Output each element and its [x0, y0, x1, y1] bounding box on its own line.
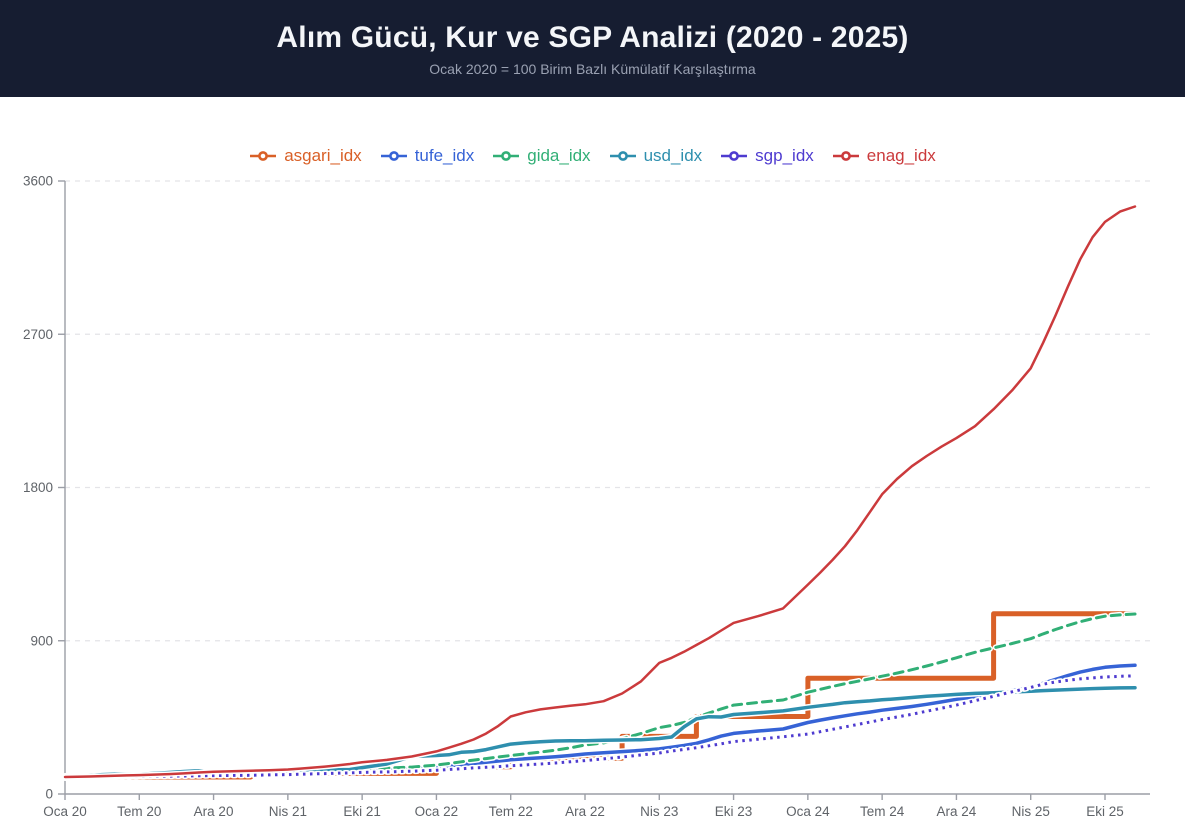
- legend-item-enag_idx[interactable]: enag_idx: [832, 146, 936, 166]
- legend-item-gida_idx[interactable]: gida_idx: [492, 146, 591, 166]
- legend-marker-enag_idx: [832, 151, 859, 161]
- x-axis-label: Eki 23: [715, 804, 753, 819]
- series-group: [61, 203, 1139, 781]
- series-halo-sgp_idx: [62, 672, 1138, 780]
- legend-marker-usd_idx: [609, 151, 636, 161]
- axes: 0 900 1800 2700 3600 Oca 20 Tem 20 Ara 20 Nis 21…: [23, 174, 1150, 819]
- legend-marker-gida_idx: [493, 151, 520, 161]
- chart-svg: 0 900 1800 2700 3600 Oca 20 Tem 20 Ara 20 Nis 21…: [23, 174, 1150, 819]
- legend-label-usd_idx: usd_idx: [643, 146, 703, 165]
- legend-label-enag_idx: enag_idx: [866, 146, 936, 165]
- x-axis-label: Oca 24: [786, 804, 830, 819]
- series-line-enag_idx: [63, 205, 1137, 779]
- legend-item-tufe_idx[interactable]: tufe_idx: [380, 146, 475, 166]
- x-axis-label: Ara 22: [565, 804, 605, 819]
- page-title: Alım Gücü, Kur ve SGP Analizi (2020 - 20…: [276, 20, 909, 54]
- legend-item-asgari_idx[interactable]: asgari_idx: [249, 146, 362, 166]
- legend-marker-sgp_idx: [721, 151, 748, 161]
- x-axis-label: Eki 21: [343, 804, 381, 819]
- legend-label-gida_idx: gida_idx: [527, 146, 591, 165]
- x-axis-label: Tem 22: [489, 804, 533, 819]
- legend-label-asgari_idx: asgari_idx: [284, 146, 362, 165]
- legend-item-sgp_idx[interactable]: sgp_idx: [720, 146, 814, 166]
- y-axis-label: 900: [30, 633, 53, 648]
- chart-legend: asgari_idx tufe_idx gida_idx usd_idx sgp_idx…: [0, 146, 1185, 166]
- x-axis-label: Eki 25: [1086, 804, 1124, 819]
- legend-item-usd_idx[interactable]: usd_idx: [609, 146, 703, 166]
- x-axis-label: Oca 20: [43, 804, 87, 819]
- y-axis-label: 1800: [23, 480, 53, 495]
- x-axis-label: Nis 21: [269, 804, 307, 819]
- x-axis-label: Oca 22: [415, 804, 459, 819]
- y-axis-label: 0: [45, 787, 53, 802]
- page-subtitle: Ocak 2020 = 100 Birim Bazlı Kümülatif Ka…: [429, 60, 756, 77]
- x-axis-label: Tem 20: [117, 804, 161, 819]
- y-axis-label: 3600: [23, 174, 53, 189]
- legend-label-sgp_idx: sgp_idx: [755, 146, 814, 165]
- chart-header: Alım Gücü, Kur ve SGP Analizi (2020 - 20…: [0, 0, 1185, 97]
- x-axis-label: Tem 24: [860, 804, 905, 819]
- x-axis-label: Ara 24: [937, 804, 977, 819]
- legend-marker-asgari_idx: [250, 151, 277, 161]
- x-axis-label: Nis 25: [1012, 804, 1050, 819]
- legend-marker-tufe_idx: [380, 151, 407, 161]
- y-axis-label: 2700: [23, 327, 53, 342]
- x-axis-label: Ara 20: [194, 804, 234, 819]
- legend-label-tufe_idx: tufe_idx: [414, 146, 475, 165]
- gridlines: [65, 180, 1150, 642]
- x-axis-label: Nis 23: [640, 804, 678, 819]
